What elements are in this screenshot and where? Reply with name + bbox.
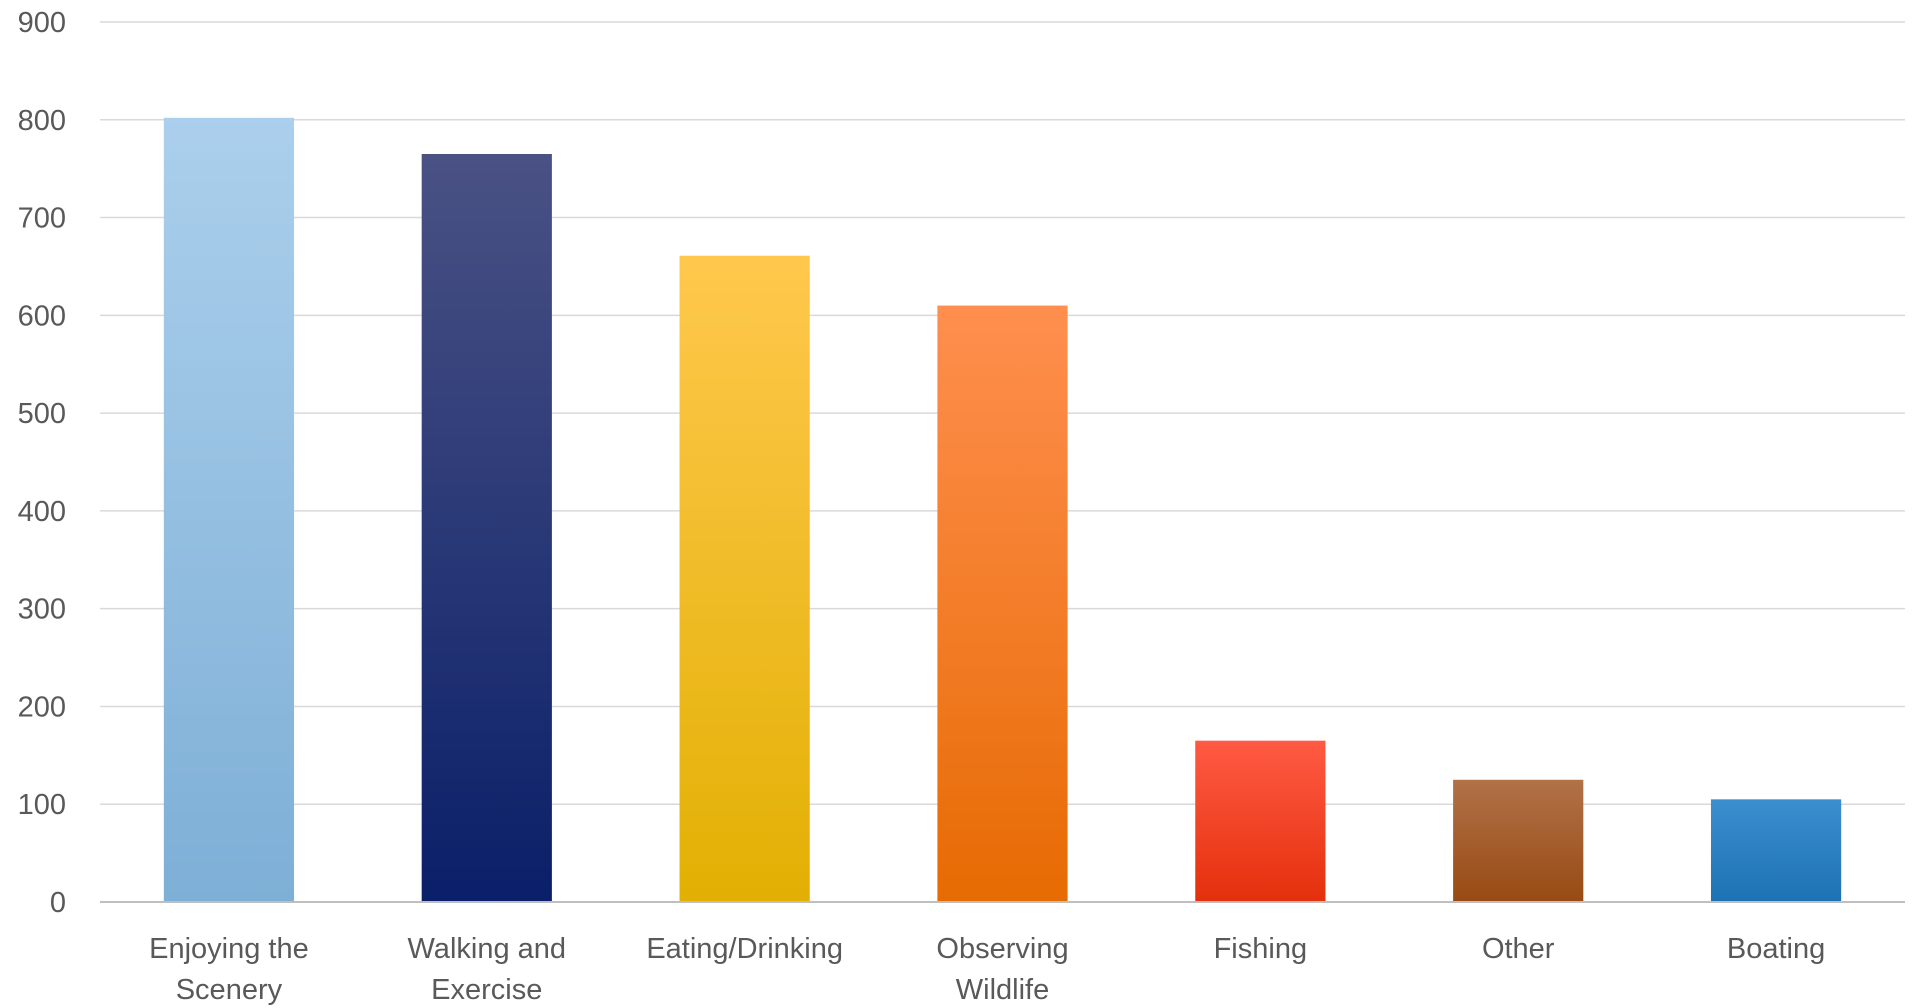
y-axis-ticks: 0 100 200 300 400 500 600 700 800 900: [18, 7, 66, 919]
bars: [163, 117, 1842, 903]
y-tick-label: 100: [18, 789, 66, 821]
x-category-label: Other: [1482, 933, 1555, 965]
x-category-label: Observing Wildlife: [936, 933, 1068, 1006]
y-tick-label: 800: [18, 105, 66, 137]
bar: [1195, 740, 1326, 902]
y-tick-label: 900: [18, 7, 66, 39]
bar: [679, 255, 810, 902]
x-category-label: Boating: [1727, 933, 1825, 965]
x-category-label: Walking and Exercise: [408, 933, 567, 1006]
bar: [1453, 779, 1584, 902]
y-tick-label: 400: [18, 496, 66, 528]
y-tick-label: 600: [18, 300, 66, 332]
x-axis-labels: Enjoying the Scenery Walking and Exercise Ea…: [149, 933, 1825, 1006]
y-tick-label: 500: [18, 398, 66, 430]
y-tick-label: 300: [18, 594, 66, 626]
bar: [937, 305, 1068, 902]
y-tick-label: 0: [50, 887, 66, 919]
y-tick-label: 200: [18, 691, 66, 723]
x-category-label: Enjoying the Scenery: [149, 933, 309, 1006]
bar: [163, 117, 295, 903]
bar: [421, 154, 552, 902]
bar: [1710, 799, 1842, 902]
x-category-label: Eating/Drinking: [646, 933, 843, 965]
y-tick-label: 700: [18, 203, 66, 235]
x-category-label: Fishing: [1214, 933, 1308, 965]
